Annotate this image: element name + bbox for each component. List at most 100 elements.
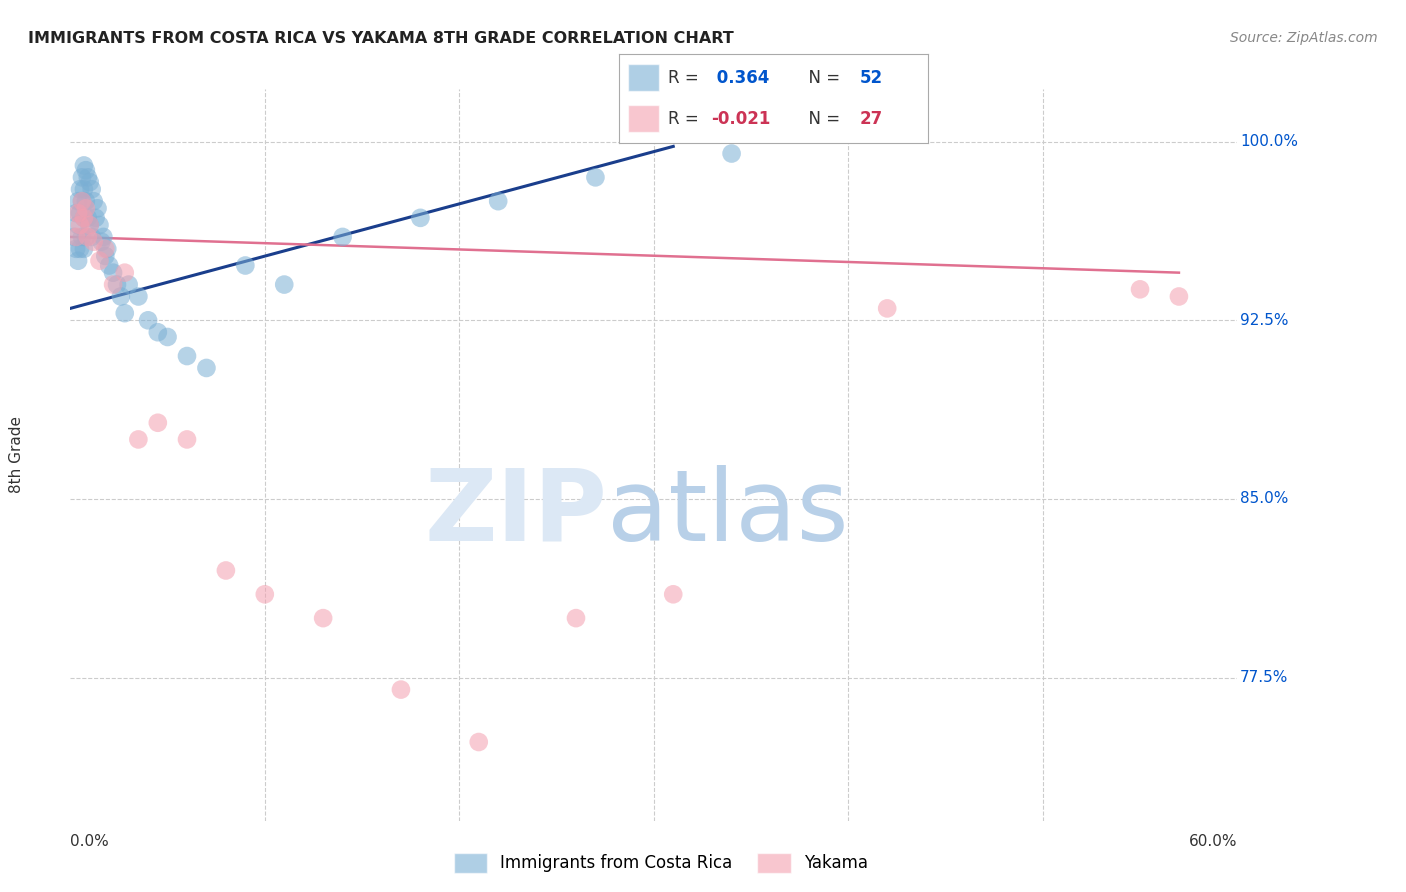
Point	[565, 611, 588, 625]
Point	[73, 158, 96, 172]
Bar	[628, 64, 659, 91]
Point	[76, 230, 98, 244]
Point	[114, 306, 136, 320]
Text: 100.0%: 100.0%	[1240, 134, 1298, 149]
Point	[84, 211, 107, 225]
Point	[215, 564, 238, 578]
Text: 85.0%: 85.0%	[1240, 491, 1288, 507]
Point	[70, 230, 93, 244]
Point	[86, 202, 108, 216]
Point	[96, 242, 118, 256]
Point	[146, 325, 169, 339]
Point	[69, 218, 91, 232]
Point	[67, 194, 90, 209]
Point	[176, 433, 198, 447]
Point	[83, 194, 105, 209]
Bar	[628, 105, 659, 132]
Text: N =: N =	[799, 110, 845, 128]
Point	[389, 682, 412, 697]
Point	[79, 175, 101, 189]
Text: 0.364: 0.364	[711, 69, 770, 87]
Point	[67, 253, 90, 268]
Point	[93, 230, 115, 244]
Point	[114, 266, 136, 280]
Text: 52: 52	[860, 69, 883, 87]
Text: 0.0%: 0.0%	[70, 834, 110, 849]
Point	[1129, 282, 1152, 296]
Point	[273, 277, 295, 292]
Point	[69, 182, 91, 196]
Point	[76, 170, 98, 185]
Point	[585, 170, 607, 185]
Text: 8th Grade: 8th Grade	[10, 417, 24, 493]
Text: R =: R =	[668, 69, 704, 87]
Point	[409, 211, 432, 225]
Text: ZIP: ZIP	[425, 465, 607, 562]
Point	[80, 182, 103, 196]
Text: Source: ZipAtlas.com: Source: ZipAtlas.com	[1230, 31, 1378, 45]
Point	[662, 587, 685, 601]
Point	[1167, 289, 1189, 303]
Point	[70, 170, 93, 185]
Point	[146, 416, 169, 430]
Point	[101, 266, 124, 280]
Point	[73, 211, 96, 225]
Point	[80, 230, 103, 244]
Point	[70, 194, 93, 209]
Text: -0.021: -0.021	[711, 110, 770, 128]
Point	[105, 277, 128, 292]
Point	[69, 242, 91, 256]
Point	[70, 194, 93, 209]
Point	[136, 313, 159, 327]
Point	[89, 253, 111, 268]
Point	[195, 361, 218, 376]
Point	[90, 235, 112, 249]
Text: 27: 27	[860, 110, 883, 128]
Point	[63, 230, 86, 244]
Point	[101, 277, 124, 292]
Point	[94, 242, 117, 256]
Point	[76, 211, 98, 225]
Text: 92.5%: 92.5%	[1240, 313, 1288, 327]
Point	[876, 301, 898, 316]
Point	[118, 277, 141, 292]
Point	[110, 289, 132, 303]
Point	[73, 242, 96, 256]
Legend: Immigrants from Costa Rica, Yakama: Immigrants from Costa Rica, Yakama	[447, 847, 875, 880]
Point	[127, 433, 149, 447]
Point	[75, 202, 97, 216]
Point	[65, 206, 87, 220]
Point	[486, 194, 509, 209]
Text: 77.5%: 77.5%	[1240, 670, 1288, 685]
Point	[65, 242, 87, 256]
Point	[127, 289, 149, 303]
Text: atlas: atlas	[607, 465, 849, 562]
Point	[176, 349, 198, 363]
Point	[67, 218, 90, 232]
Point	[233, 259, 256, 273]
Point	[75, 163, 97, 178]
Point	[83, 235, 105, 249]
Point	[312, 611, 335, 625]
Text: 60.0%: 60.0%	[1189, 834, 1237, 849]
Point	[67, 206, 90, 220]
Point	[79, 218, 101, 232]
Point	[253, 587, 276, 601]
Point	[467, 735, 491, 749]
Point	[75, 230, 97, 244]
Text: IMMIGRANTS FROM COSTA RICA VS YAKAMA 8TH GRADE CORRELATION CHART: IMMIGRANTS FROM COSTA RICA VS YAKAMA 8TH…	[28, 31, 734, 46]
Text: N =: N =	[799, 69, 845, 87]
Point	[332, 230, 354, 244]
Point	[94, 249, 117, 263]
Point	[69, 206, 91, 220]
Point	[156, 330, 179, 344]
Point	[73, 211, 96, 225]
Point	[73, 182, 96, 196]
Point	[89, 218, 111, 232]
Point	[65, 230, 87, 244]
Point	[98, 259, 121, 273]
Point	[720, 146, 742, 161]
Point	[75, 194, 97, 209]
Point	[79, 218, 101, 232]
Text: R =: R =	[668, 110, 704, 128]
